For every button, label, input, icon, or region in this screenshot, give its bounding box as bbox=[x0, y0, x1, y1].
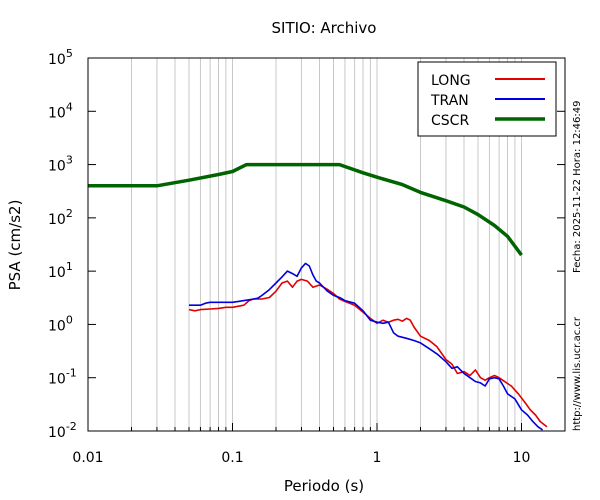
x-axis-label: Periodo (s) bbox=[284, 477, 364, 495]
chart-title: SITIO: Archivo bbox=[272, 19, 377, 37]
x-tick-label: 0.1 bbox=[221, 450, 243, 466]
legend-label-long: LONG bbox=[431, 73, 471, 89]
y-axis-label: PSA (cm/s2) bbox=[6, 200, 24, 291]
y-tick-label: 10-1 bbox=[48, 367, 77, 388]
y-tick-label: 100 bbox=[48, 313, 73, 334]
y-tick-label: 102 bbox=[48, 207, 73, 228]
legend-label-cscr: CSCR bbox=[431, 113, 469, 129]
y-tick-label: 10-2 bbox=[48, 420, 77, 441]
legend-label-tran: TRAN bbox=[430, 93, 469, 109]
legend: LONG TRAN CSCR bbox=[417, 61, 557, 137]
x-tick-label: 0.01 bbox=[72, 450, 103, 466]
date-time-stamp: Fecha: 2025-11-22 Hora: 12:46:49 bbox=[572, 101, 583, 274]
plot-frame bbox=[87, 57, 566, 432]
axis-ticks bbox=[87, 57, 566, 432]
series-line-cscr bbox=[88, 162, 523, 257]
y-tick-label: 105 bbox=[48, 47, 73, 68]
y-tick-labels: 10-2 10-1 100 101 102 103 104 105 bbox=[48, 47, 77, 441]
x-tick-labels: 0.01 0.1 1 10 bbox=[72, 450, 530, 466]
y-tick-label: 104 bbox=[48, 100, 73, 121]
source-url: http://www.lis.ucr.ac.cr bbox=[572, 316, 583, 431]
series-line-tran bbox=[189, 262, 544, 431]
y-tick-label: 101 bbox=[48, 260, 73, 281]
y-tick-label: 103 bbox=[48, 154, 73, 175]
grid-lines bbox=[130, 58, 523, 431]
x-tick-label: 1 bbox=[373, 450, 382, 466]
series-lines bbox=[88, 162, 548, 431]
x-tick-label: 10 bbox=[513, 450, 531, 466]
